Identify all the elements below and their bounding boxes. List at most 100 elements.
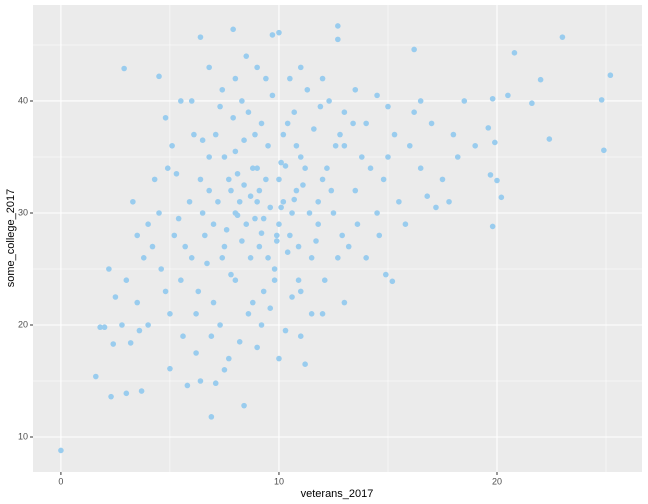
point bbox=[269, 92, 276, 99]
point bbox=[287, 232, 293, 239]
point bbox=[197, 34, 204, 40]
point bbox=[217, 322, 223, 328]
point bbox=[311, 126, 317, 132]
point bbox=[252, 131, 258, 138]
point bbox=[204, 260, 210, 267]
point bbox=[223, 226, 230, 233]
point bbox=[265, 254, 271, 261]
point bbox=[454, 154, 461, 160]
point bbox=[402, 221, 409, 227]
point bbox=[424, 193, 431, 199]
point bbox=[284, 120, 291, 127]
point bbox=[212, 380, 219, 387]
point bbox=[607, 72, 614, 79]
y-axis-title: some_college_2017 bbox=[5, 189, 17, 287]
point bbox=[182, 243, 188, 250]
point bbox=[239, 238, 245, 244]
point bbox=[123, 277, 130, 283]
point bbox=[352, 86, 359, 93]
point bbox=[428, 120, 435, 127]
point bbox=[276, 29, 282, 36]
point bbox=[230, 114, 236, 121]
point bbox=[304, 86, 311, 93]
point bbox=[385, 154, 391, 160]
point bbox=[317, 103, 324, 110]
point bbox=[260, 215, 267, 222]
point bbox=[284, 249, 291, 255]
point bbox=[354, 221, 361, 227]
point bbox=[450, 131, 457, 138]
point bbox=[212, 131, 219, 138]
point bbox=[241, 402, 247, 409]
point bbox=[335, 254, 341, 261]
point bbox=[321, 277, 328, 283]
point bbox=[180, 333, 186, 339]
grid bbox=[33, 5, 642, 472]
point bbox=[276, 221, 282, 227]
point bbox=[92, 373, 99, 380]
point bbox=[297, 64, 304, 71]
point bbox=[439, 176, 446, 183]
point bbox=[289, 210, 295, 216]
point bbox=[291, 196, 298, 203]
point bbox=[156, 73, 162, 80]
point bbox=[97, 324, 103, 331]
point bbox=[254, 344, 260, 351]
point bbox=[58, 447, 64, 454]
point bbox=[197, 176, 204, 183]
point bbox=[221, 243, 228, 250]
point bbox=[417, 98, 424, 104]
point bbox=[256, 243, 263, 250]
point bbox=[260, 288, 267, 295]
point bbox=[280, 198, 287, 205]
point bbox=[505, 92, 511, 99]
point bbox=[335, 23, 341, 29]
point bbox=[123, 390, 130, 397]
point bbox=[263, 75, 269, 82]
point bbox=[254, 198, 260, 205]
point bbox=[197, 378, 204, 384]
point bbox=[273, 238, 280, 244]
point bbox=[210, 299, 217, 306]
point bbox=[389, 278, 396, 285]
point bbox=[186, 198, 193, 205]
point bbox=[210, 221, 217, 227]
y-tick-label: 20 bbox=[18, 319, 28, 329]
x-axis-title: veterans_2017 bbox=[301, 488, 374, 500]
point bbox=[300, 182, 306, 188]
point bbox=[171, 232, 178, 239]
point bbox=[178, 98, 184, 104]
point bbox=[112, 294, 119, 300]
point bbox=[173, 170, 180, 177]
point bbox=[188, 254, 195, 261]
point bbox=[169, 142, 175, 149]
point bbox=[206, 187, 212, 194]
point bbox=[559, 34, 566, 40]
point bbox=[498, 194, 505, 201]
point bbox=[184, 382, 191, 389]
point bbox=[315, 221, 322, 227]
point bbox=[406, 142, 413, 149]
point bbox=[546, 136, 553, 142]
point bbox=[376, 232, 383, 239]
point bbox=[287, 75, 293, 82]
point bbox=[236, 198, 243, 205]
point bbox=[341, 142, 348, 149]
point bbox=[234, 212, 241, 219]
point bbox=[188, 98, 195, 104]
point bbox=[199, 210, 206, 216]
point bbox=[330, 210, 337, 216]
point bbox=[151, 176, 158, 183]
point bbox=[193, 310, 199, 317]
point bbox=[485, 125, 492, 131]
point bbox=[446, 198, 452, 205]
point bbox=[234, 170, 241, 177]
x-tick-label: 0 bbox=[58, 476, 63, 486]
point bbox=[164, 165, 171, 171]
point bbox=[239, 98, 245, 104]
point bbox=[352, 187, 359, 194]
point bbox=[156, 210, 162, 216]
point bbox=[149, 243, 156, 250]
point bbox=[221, 154, 228, 160]
